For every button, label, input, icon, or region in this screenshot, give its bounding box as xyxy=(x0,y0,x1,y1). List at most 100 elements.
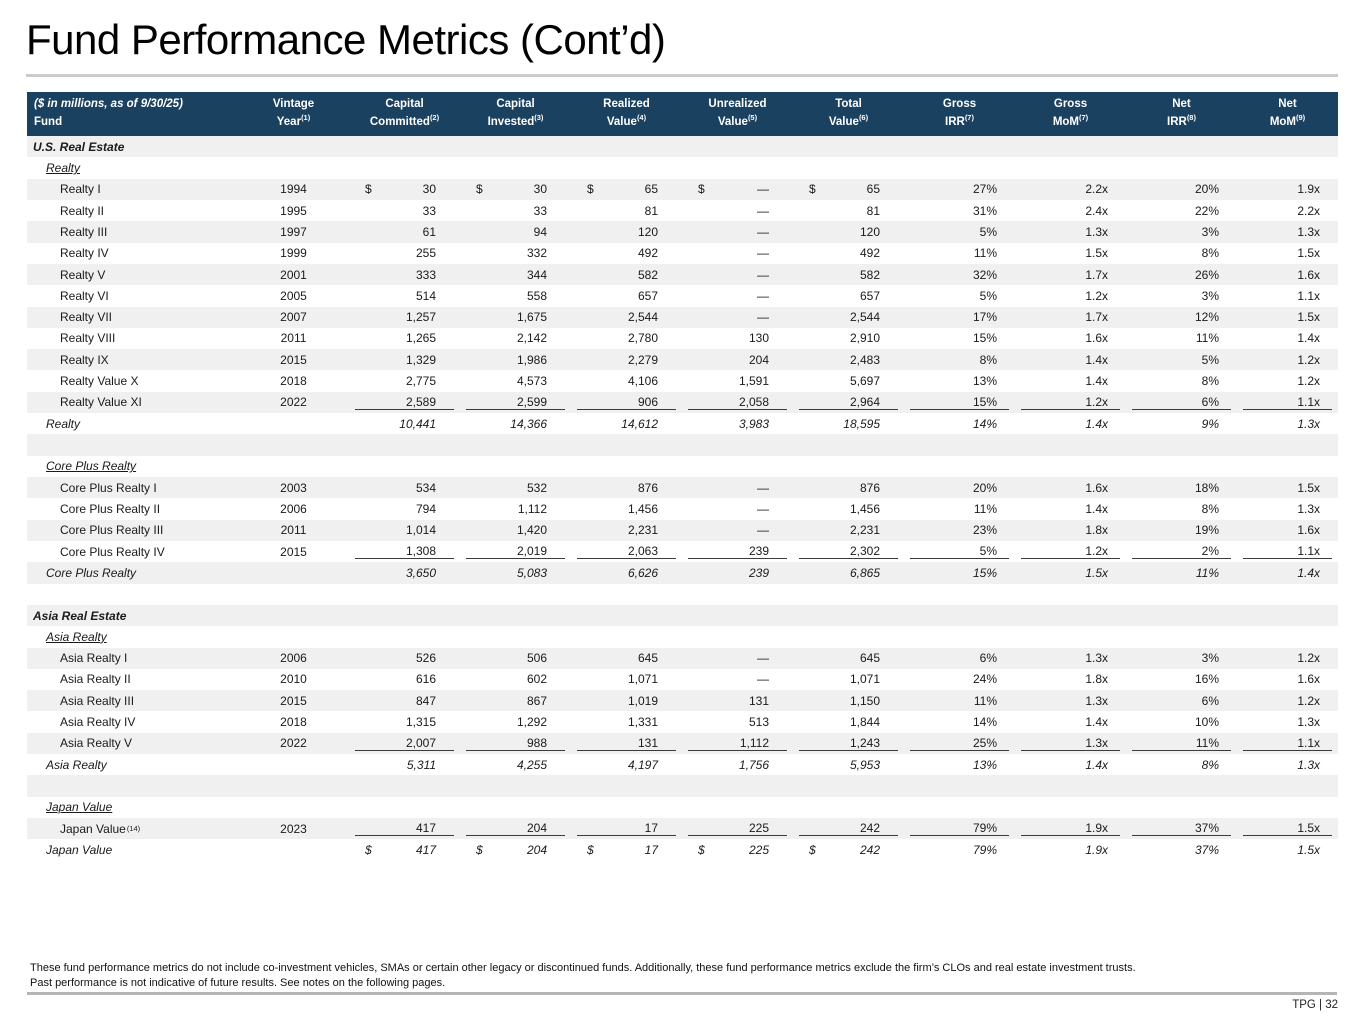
net-mom-cell: 2.2x xyxy=(1237,200,1338,221)
net-mom-cell xyxy=(1237,797,1338,818)
unrealized-value-cell xyxy=(682,584,793,605)
realized-value-cell: 2,063 xyxy=(571,541,682,562)
cell-content: $225 xyxy=(688,843,787,857)
net-irr-cell: 8% xyxy=(1126,754,1237,775)
header-label-text: Invested xyxy=(487,116,535,128)
vintage-year-cell: 2015 xyxy=(238,541,349,562)
fund-name-label: Core Plus Realty xyxy=(46,459,137,474)
cell-value: 2,019 xyxy=(516,544,547,559)
capital-committed-cell: 2,007 xyxy=(349,733,460,754)
cell-content: 1.5x xyxy=(1243,843,1332,857)
header-label-line2: Invested(3) xyxy=(460,113,571,131)
total-value-cell: 2,302 xyxy=(793,541,904,562)
fund-name-cell: Realty IV xyxy=(27,243,238,264)
fund-name: Core Plus Realty xyxy=(27,566,238,580)
header-label-line2: MoM(9) xyxy=(1237,113,1338,131)
footnote-reference: (1) xyxy=(301,113,311,123)
total-value-cell: 1,243 xyxy=(793,733,904,754)
cell-value: 2,775 xyxy=(405,374,436,389)
cell-value: 5,953 xyxy=(849,757,880,772)
fund-name: Core Plus Realty I xyxy=(27,481,238,495)
cell-value: 333 xyxy=(415,267,436,282)
cell-content: 2,775 xyxy=(355,374,454,388)
cell-content: 1,243 xyxy=(799,736,898,751)
cell-value: 14% xyxy=(972,416,997,431)
cell-value: 417 xyxy=(415,842,436,857)
cell-content: 1,420 xyxy=(466,523,565,537)
cell-value: 1,014 xyxy=(405,523,436,538)
fund-name-label: Realty II xyxy=(60,203,105,218)
net-mom-cell xyxy=(1237,584,1338,605)
net-irr-cell: 20% xyxy=(1126,179,1237,200)
fund-name-cell: Core Plus Realty xyxy=(27,562,238,583)
cell-value: 2,964 xyxy=(849,394,880,409)
header-label-text: MoM xyxy=(1269,116,1296,128)
header-label-text: IRR xyxy=(945,116,965,128)
capital-invested-cell: 4,255 xyxy=(460,754,571,775)
cell-content: 1,756 xyxy=(688,758,787,772)
cell-content: 867 xyxy=(466,694,565,708)
subtotal-row: Realty 10,441 14,366 14,612 3,983 18,595 14% 1.… xyxy=(27,413,1338,434)
unrealized-value-cell: 1,591 xyxy=(682,370,793,391)
header-cell-total-value: Total Value(6) xyxy=(793,92,904,136)
vintage-year-cell: 2001 xyxy=(238,264,349,285)
fund-name: Core Plus Realty II xyxy=(27,502,238,516)
cell-value: 2,599 xyxy=(516,394,547,409)
cell-content: 1,112 xyxy=(688,736,787,751)
total-value-cell: 5,953 xyxy=(793,754,904,775)
vintage-year-value: 2003 xyxy=(280,480,307,495)
cell-value: 2,142 xyxy=(516,331,547,346)
cell-content: 14,366 xyxy=(466,417,565,431)
fund-name-cell: Japan Value xyxy=(27,839,238,860)
header-cell-net-mom: Net MoM(9) xyxy=(1237,92,1338,136)
capital-committed-cell: 1,257 xyxy=(349,307,460,328)
fund-name-cell: Asia Realty V xyxy=(27,733,238,754)
vintage-year-value: 2006 xyxy=(280,651,307,666)
gross-mom-cell: 1.4x xyxy=(1015,498,1126,519)
fund-name-cell: Realty Value X xyxy=(27,370,238,391)
gross-irr-cell xyxy=(904,584,1015,605)
total-value-cell xyxy=(793,434,904,455)
vintage-year-cell: 2010 xyxy=(238,669,349,690)
cell-value: 1.4x xyxy=(1085,501,1108,516)
cell-content: 8% xyxy=(1132,374,1231,388)
cell-value: 1.4x xyxy=(1085,715,1108,730)
net-irr-cell: 11% xyxy=(1126,562,1237,583)
fund-name-cell: Asia Realty I xyxy=(27,648,238,669)
cell-value: 1.3x xyxy=(1085,651,1108,666)
header-label-line2: Year(1) xyxy=(238,113,349,131)
cell-value: 1.6x xyxy=(1297,672,1320,687)
vintage-year-value: 1994 xyxy=(280,182,307,197)
cell-value: 1.1x xyxy=(1297,544,1320,559)
header-cell-vintage-year: Vintage Year(1) xyxy=(238,92,349,136)
fund-name-cell: Realty VII xyxy=(27,307,238,328)
capital-invested-cell: $30 xyxy=(460,179,571,200)
cell-content: 1.6x xyxy=(1243,268,1332,282)
cell-value: 14% xyxy=(972,715,997,730)
capital-invested-cell: 2,019 xyxy=(460,541,571,562)
cell-value: 1.8x xyxy=(1085,672,1108,687)
cell-value: 204 xyxy=(748,352,769,367)
cell-content: 2,302 xyxy=(799,544,898,560)
capital-invested-cell: 2,142 xyxy=(460,328,571,349)
footnote-reference: (7) xyxy=(1079,113,1089,123)
fund-name-cell: Core Plus Realty I xyxy=(27,477,238,498)
cell-value: 876 xyxy=(637,480,658,495)
unrealized-value-cell: 131 xyxy=(682,690,793,711)
total-value-cell: 1,150 xyxy=(793,690,904,711)
vintage-year-cell: 2015 xyxy=(238,349,349,370)
cell-content: 5,953 xyxy=(799,758,898,772)
fund-row: Realty I 1994 $30 $30 $65 $ — $65 27% 2.2x 20% 1.9x xyxy=(27,178,1338,200)
total-value-cell: $65 xyxy=(793,179,904,200)
cell-content: 120 xyxy=(577,225,676,239)
cell-value: 26% xyxy=(1194,267,1219,282)
cell-value: 1.6x xyxy=(1297,267,1320,282)
cell-value: 2,231 xyxy=(627,523,658,538)
cell-value: 5,311 xyxy=(406,757,436,772)
cell-content: $65 xyxy=(577,182,676,196)
cell-value: 20% xyxy=(972,480,997,495)
capital-committed-cell: 10,441 xyxy=(349,413,460,434)
cell-value: — xyxy=(757,651,769,666)
fund-name: Asia Realty II xyxy=(27,672,238,686)
capital-invested-cell: 1,292 xyxy=(460,711,571,732)
